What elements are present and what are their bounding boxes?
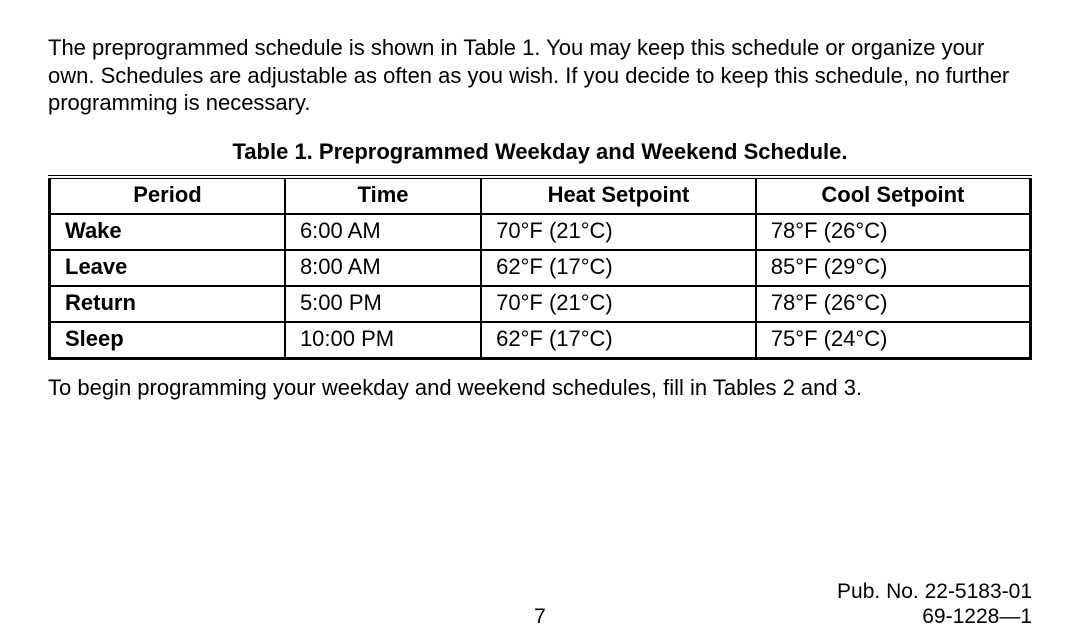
table-row: Return 5:00 PM 70°F (21°C) 78°F (26°C): [50, 286, 1031, 322]
cell-time: 5:00 PM: [285, 286, 481, 322]
after-paragraph: To begin programming your weekday and we…: [48, 374, 1032, 402]
cell-heat: 70°F (21°C): [481, 214, 756, 250]
col-time: Time: [285, 177, 481, 214]
document-page: The preprogrammed schedule is shown in T…: [0, 0, 1080, 643]
cell-heat: 70°F (21°C): [481, 286, 756, 322]
table-row: Leave 8:00 AM 62°F (17°C) 85°F (29°C): [50, 250, 1031, 286]
table-header-row: Period Time Heat Setpoint Cool Setpoint: [50, 177, 1031, 214]
cell-period: Wake: [50, 214, 285, 250]
cell-cool: 78°F (26°C): [756, 286, 1031, 322]
cell-time: 8:00 AM: [285, 250, 481, 286]
cell-period: Leave: [50, 250, 285, 286]
cell-period: Sleep: [50, 322, 285, 359]
cell-cool: 85°F (29°C): [756, 250, 1031, 286]
col-cool-setpoint: Cool Setpoint: [756, 177, 1031, 214]
schedule-table: Period Time Heat Setpoint Cool Setpoint …: [48, 175, 1032, 360]
pub-number-2: 69-1228—1: [922, 605, 1032, 628]
table-title: Table 1. Preprogrammed Weekday and Weeke…: [48, 139, 1032, 165]
publication-info: Pub. No. 22-5183-01 69-1228—1: [837, 579, 1032, 629]
table-row: Sleep 10:00 PM 62°F (17°C) 75°F (24°C): [50, 322, 1031, 359]
cell-heat: 62°F (17°C): [481, 322, 756, 359]
col-period: Period: [50, 177, 285, 214]
col-heat-setpoint: Heat Setpoint: [481, 177, 756, 214]
cell-heat: 62°F (17°C): [481, 250, 756, 286]
cell-time: 6:00 AM: [285, 214, 481, 250]
intro-paragraph: The preprogrammed schedule is shown in T…: [48, 34, 1032, 117]
cell-cool: 75°F (24°C): [756, 322, 1031, 359]
cell-period: Return: [50, 286, 285, 322]
cell-time: 10:00 PM: [285, 322, 481, 359]
pub-number-1: Pub. No. 22-5183-01: [837, 580, 1032, 603]
table-row: Wake 6:00 AM 70°F (21°C) 78°F (26°C): [50, 214, 1031, 250]
cell-cool: 78°F (26°C): [756, 214, 1031, 250]
